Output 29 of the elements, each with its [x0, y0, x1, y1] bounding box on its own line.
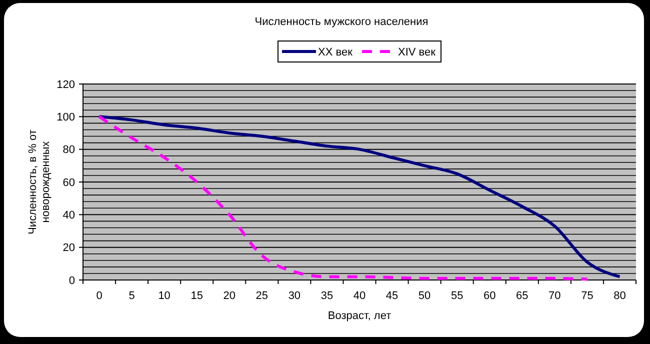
chart-title: Численность мужского населения [254, 16, 428, 28]
x-tick-label: 10 [158, 290, 170, 302]
x-tick-label: 20 [223, 290, 236, 302]
x-tick-label: 0 [96, 290, 102, 302]
x-tick-label: 50 [418, 290, 431, 302]
y-tick-label: 0 [68, 274, 75, 287]
y-tick-label: 20 [62, 242, 75, 254]
x-tick-label: 75 [581, 290, 594, 302]
x-tick-label: 5 [128, 290, 135, 302]
y-tick-label: 80 [62, 144, 75, 156]
x-tick-label: 25 [256, 290, 268, 302]
x-tick-label: 45 [386, 290, 398, 302]
x-axis-title: Возраст, лет [328, 310, 392, 322]
x-tick-label: 70 [548, 290, 561, 302]
legend-label: XX век [318, 46, 353, 58]
x-tick-label: 65 [516, 290, 528, 302]
x-tick-label: 80 [614, 290, 626, 302]
legend-label: XIV век [398, 46, 436, 58]
y-tick-label: 100 [56, 112, 75, 124]
x-tick-label: 15 [190, 290, 203, 302]
y-axis-title: Численность, в % от новорожденных [27, 130, 52, 234]
x-tick-label: 40 [353, 290, 366, 302]
y-tick-label: 120 [56, 78, 75, 91]
x-tick-label: 55 [450, 290, 464, 302]
y-tick-label: 40 [62, 210, 75, 222]
x-tick-label: 35 [320, 290, 334, 302]
x-tick-label: 60 [483, 290, 496, 302]
x-tick-label: 30 [288, 290, 301, 302]
y-tick-label: 60 [62, 176, 75, 189]
